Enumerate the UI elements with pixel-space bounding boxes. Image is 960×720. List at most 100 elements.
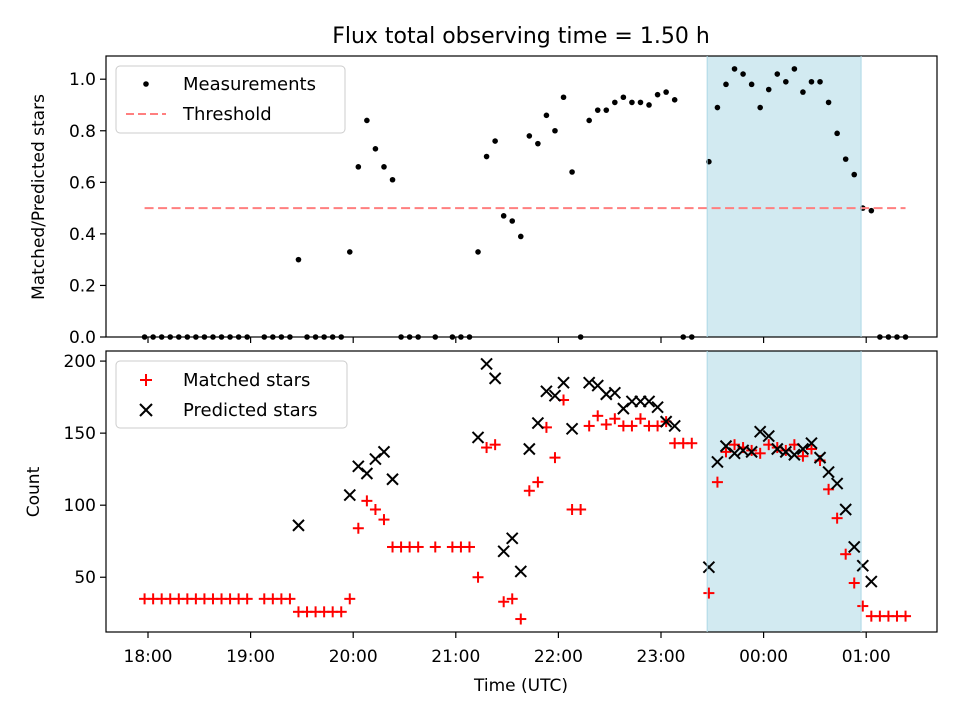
predicted-star-point (830, 477, 844, 490)
measurement-point (483, 153, 490, 160)
measurement-point (765, 86, 772, 93)
predicted-star-point (839, 503, 852, 516)
top-x-ticks (147, 337, 867, 343)
predicted-star-point (386, 473, 399, 486)
top-legend: Measurements Threshold (115, 65, 346, 134)
measurement-point (603, 107, 610, 113)
measurement-point (492, 138, 498, 144)
measurement-point (748, 81, 755, 88)
matched-star-point (703, 587, 715, 599)
measurement-point (346, 249, 353, 255)
bottom-y-axis-label: Count (24, 466, 44, 517)
measurement-point (637, 99, 644, 106)
matched-star-point (600, 418, 612, 430)
measurement-point (851, 171, 858, 178)
matched-star-point (805, 443, 817, 455)
matched-star-point (840, 548, 852, 560)
matched-star-point (634, 413, 646, 425)
matched-star-point (506, 593, 518, 605)
predicted-star-point (557, 376, 570, 389)
predicted-star-point (377, 445, 391, 459)
measurement-point (586, 117, 592, 124)
measurements-legend-label: Measurements (183, 74, 316, 95)
x-tick-label: 19:00 (226, 647, 275, 667)
matched-star-point (378, 514, 390, 526)
measurement-point (543, 112, 550, 119)
matched-star-point (532, 476, 544, 488)
predicted-star-point (565, 422, 579, 436)
top-y-axis: 0.0 0.2 0.4 0.6 0.8 1.0 (69, 70, 106, 348)
matched-star-point (241, 593, 253, 605)
matched-star-point (575, 504, 587, 516)
predicted-star-point (779, 445, 793, 459)
predicted-star-point (762, 429, 775, 443)
predicted-star-point (497, 545, 510, 558)
x-axis-label: Time (UTC) (473, 676, 568, 696)
predicted-star-point (848, 540, 861, 554)
measurement-point (509, 218, 516, 224)
measurement-point (629, 99, 635, 106)
top-legend-box (115, 65, 346, 134)
y-tick-label: 0.2 (69, 276, 96, 296)
predicted-star-point (865, 575, 878, 588)
measurement-point (594, 107, 601, 113)
predicted-star-point (488, 372, 502, 385)
matched-stars-legend-marker (140, 374, 152, 386)
matched-star-point (549, 452, 561, 464)
bottom-panel: 50 100 150 200 18:00 19:00 20:00 21:00 22:00 23:… (24, 350, 938, 696)
matched-star-point (472, 571, 484, 583)
matched-star-point (429, 541, 441, 553)
predicted-stars-legend-marker (139, 403, 153, 417)
matched-star-point (335, 606, 347, 618)
measurement-point (646, 102, 652, 108)
measurement-point (372, 146, 379, 152)
bottom-panel-frame (105, 350, 938, 633)
matched-star-point (412, 541, 424, 553)
highlight-region-bottom (707, 351, 862, 632)
bottom-y-axis: 50 100 150 200 (64, 352, 106, 588)
predicted-star-point (608, 386, 622, 399)
measurement-point (740, 71, 746, 77)
predicted-star-point (711, 455, 724, 469)
matched-star-point (848, 577, 860, 589)
predicted-star-point (514, 565, 527, 578)
predicted-star-point (745, 445, 758, 459)
measurement-point (663, 89, 669, 95)
measurement-point (723, 81, 729, 88)
measurement-point (517, 233, 524, 240)
measurement-point (295, 256, 302, 263)
measurement-point (535, 140, 541, 147)
matched-star-point (369, 504, 381, 516)
predicted-star-point (531, 416, 545, 430)
measurement-point (842, 156, 849, 162)
top-panel-frame (105, 55, 938, 338)
predicted-star-point (822, 465, 835, 479)
measurement-point (552, 127, 558, 134)
measurement-point (355, 164, 362, 170)
measurement-point (800, 89, 806, 95)
measurement-point (868, 207, 875, 214)
predicted-star-point (805, 437, 818, 450)
measurement-point (714, 104, 721, 111)
measurement-point (817, 78, 823, 85)
x-tick-label: 20:00 (329, 647, 378, 667)
predicted-stars-legend-label: Predicted stars (183, 400, 317, 421)
measurement-point (364, 117, 370, 124)
predicted-star-point (651, 400, 664, 414)
y-tick-label: 200 (64, 352, 96, 372)
predicted-star-point (292, 519, 305, 532)
matched-star-point (284, 593, 296, 605)
measurement-point (560, 94, 567, 101)
top-panel: 0.0 0.2 0.4 0.6 0.8 1.0 Matched/Predicted sta… (29, 55, 938, 348)
x-tick-label: 18:00 (124, 647, 173, 667)
y-tick-label: 50 (74, 568, 96, 588)
matched-star-point (720, 446, 732, 458)
bottom-x-axis: 18:00 19:00 20:00 21:00 22:00 23:00 00:00 01:00 (124, 632, 891, 667)
measurements-legend-marker (143, 81, 149, 87)
predicted-star-point (771, 442, 784, 456)
predicted-star-point (813, 451, 827, 464)
threshold-legend-label: Threshold (182, 104, 272, 125)
measurement-point (731, 66, 738, 72)
matched-star-point (592, 410, 604, 422)
